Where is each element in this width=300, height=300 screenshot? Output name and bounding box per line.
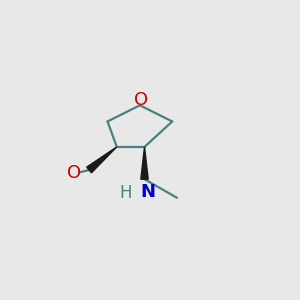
Text: H: H [120, 184, 132, 202]
Polygon shape [141, 147, 148, 179]
Polygon shape [87, 147, 117, 173]
Text: N: N [140, 183, 155, 201]
Text: O: O [134, 91, 148, 109]
Text: O: O [67, 164, 81, 182]
